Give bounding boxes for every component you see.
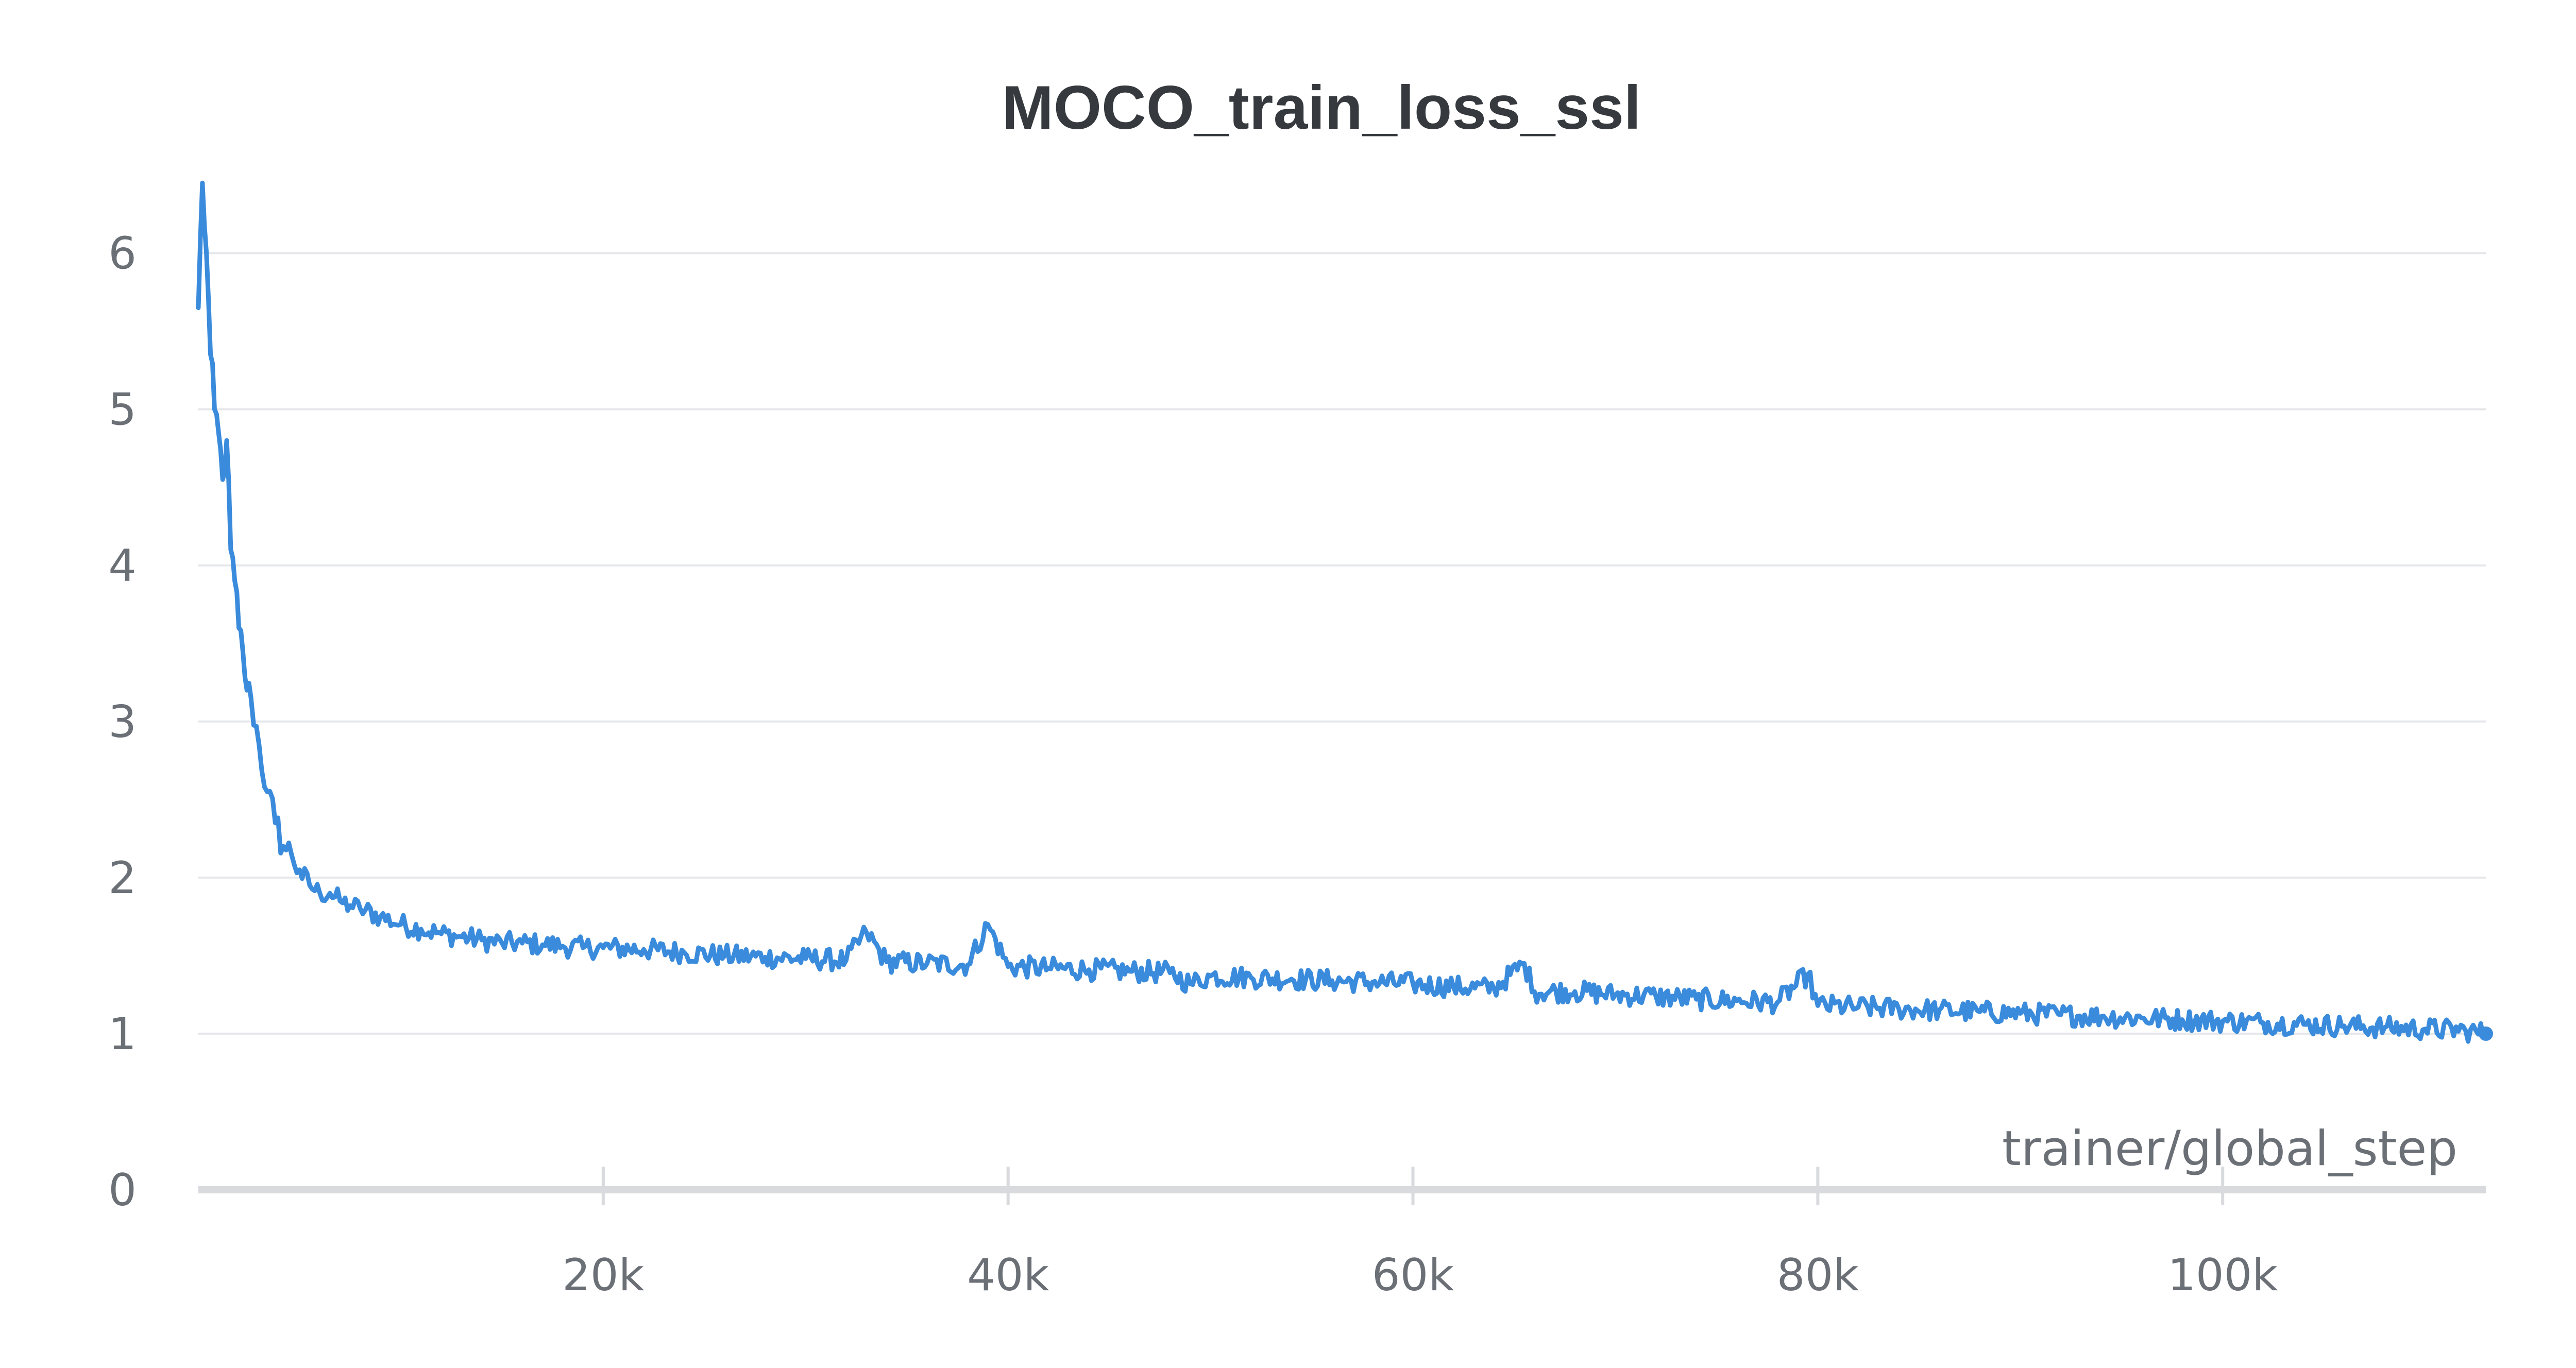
chart-title: MOCO_train_loss_ssl (1002, 73, 1641, 142)
series-line-loss (196, 180, 2488, 1044)
y-tick-label-0: 0 (108, 1165, 137, 1216)
x-tick-label-40k: 40k (967, 1250, 1049, 1301)
y-tick-label-3: 3 (108, 696, 137, 748)
y-tick-label-6: 6 (108, 228, 137, 280)
y-tick-label-2: 2 (108, 852, 137, 904)
y-tick-label-5: 5 (108, 384, 137, 436)
gridlines (198, 252, 2486, 1035)
y-tick-label-4: 4 (108, 540, 137, 592)
x-axis-label: trainer/global_step (2002, 1121, 2458, 1177)
x-tick-label-20k: 20k (562, 1250, 644, 1301)
x-tick-label-100k: 100k (2167, 1250, 2278, 1301)
axes: 0 1 2 3 4 5 6 20k 40k 60k 80k 100k (108, 228, 2486, 1301)
series-end-point (2479, 1026, 2493, 1041)
y-tick-label-1: 1 (108, 1008, 137, 1060)
x-tick-label-80k: 80k (1777, 1250, 1859, 1301)
x-tick-label-60k: 60k (1372, 1250, 1454, 1301)
series-layer (196, 180, 2493, 1044)
